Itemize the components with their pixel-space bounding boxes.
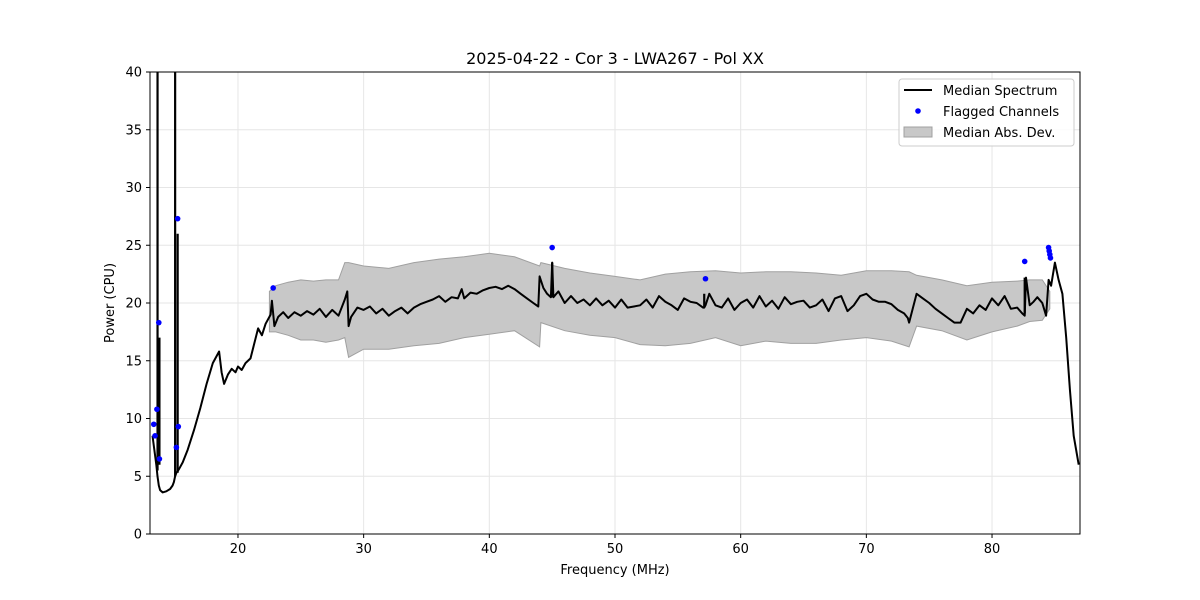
flagged-point: [702, 275, 709, 282]
x-tick-label: 20: [230, 542, 247, 557]
flagged-point: [155, 319, 162, 326]
flagged-point: [152, 433, 158, 439]
y-tick-label: 10: [125, 412, 142, 427]
y-tick-label: 35: [125, 123, 142, 138]
legend: Median Spectrum Flagged Channels Median …: [898, 78, 1075, 147]
x-tick-label: 50: [607, 542, 624, 557]
x-tick-label: 30: [355, 542, 372, 557]
y-tick-label: 5: [134, 470, 142, 485]
median-spectrum-line: [151, 261, 1080, 494]
legend-flagged-swatch: [915, 108, 921, 114]
flagged-point: [150, 421, 157, 428]
y-tick-label: 40: [125, 66, 142, 81]
y-tick-label: 25: [125, 239, 142, 254]
flagged-point: [174, 215, 181, 222]
x-tick-label: 40: [481, 542, 498, 557]
y-axis-label: Power (CPU): [103, 263, 118, 343]
y-tick-label: 0: [134, 528, 142, 543]
legend-mad-swatch: [903, 126, 933, 138]
mad-band: [268, 252, 1051, 359]
legend-box: [898, 78, 1075, 147]
legend-flagged-label: Flagged Channels: [943, 105, 1059, 120]
flagged-point: [175, 423, 182, 430]
flagged-point: [173, 444, 180, 451]
y-tick-label: 20: [125, 297, 142, 312]
flagged-point: [270, 285, 276, 291]
flagged-point: [1021, 258, 1028, 265]
flagged-point: [154, 406, 160, 413]
x-tick-label: 80: [984, 542, 1001, 557]
chart-title: 2025-04-22 - Cor 3 - LWA267 - Pol XX: [466, 49, 764, 68]
flagged-point: [156, 456, 163, 462]
x-tick-label: 60: [732, 542, 749, 557]
legend-median-label: Median Spectrum: [943, 84, 1057, 99]
axes: 20 30 40 50 60 70 80 0 5 10 15 20 25 30 35 40: [125, 66, 1081, 557]
flagged-point: [1047, 255, 1054, 261]
y-tick-label: 30: [125, 181, 142, 196]
median-line-layer: [151, 72, 1080, 494]
mad-band-layer: [268, 252, 1051, 359]
legend-mad-label: Median Abs. Dev.: [943, 126, 1055, 141]
x-axis-label: Frequency (MHz): [560, 563, 669, 578]
flagged-points-layer: [150, 215, 1054, 462]
y-tick-label: 15: [125, 354, 142, 369]
flagged-point: [549, 244, 555, 251]
x-tick-label: 70: [858, 542, 875, 557]
